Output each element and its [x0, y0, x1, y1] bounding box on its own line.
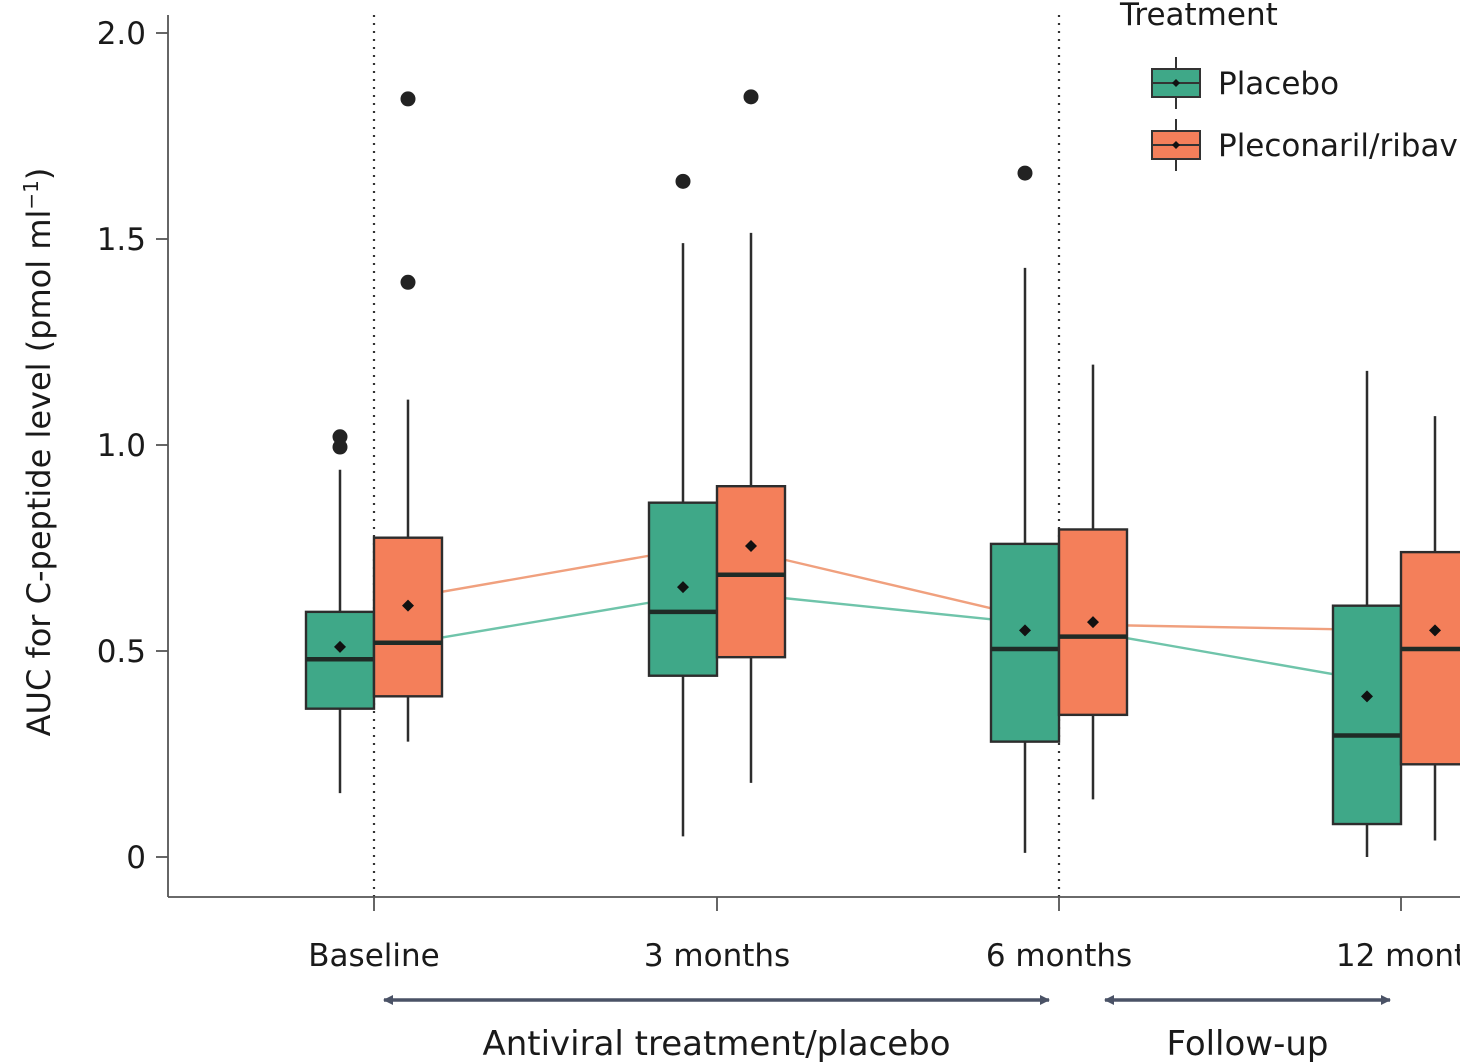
mean-marker-1-3	[1429, 624, 1441, 637]
outlier-point-1-0-0	[400, 274, 416, 290]
means	[334, 539, 1441, 703]
y-axis-title-close: )	[20, 168, 58, 180]
y-axis-title-sup: −1	[19, 180, 43, 209]
box-body	[989, 542, 1061, 743]
outlier-point-0-2-0	[1017, 165, 1033, 181]
box-1-2	[1057, 364, 1129, 800]
mean-marker-1-1	[745, 539, 757, 552]
legend-entry-0: Placebo	[1151, 57, 1339, 109]
outlier-point-0-0-1	[332, 429, 348, 445]
y-tick-label-2: 1.0	[97, 428, 146, 464]
y-axis-label: AUC for C-peptide level (pmol ml−1)	[19, 168, 58, 737]
mean-marker-0-1	[677, 581, 689, 594]
y-tick-label-1: 0.5	[97, 634, 146, 670]
legend-key-mean	[1172, 79, 1180, 87]
mean-marker-1-0	[402, 599, 414, 612]
box-body	[1399, 550, 1460, 766]
box-0-3	[1331, 370, 1403, 857]
box-1-0	[372, 399, 444, 742]
separators	[372, 15, 1061, 897]
outlier-point-1-1-0	[743, 89, 759, 105]
legend-label-0: Placebo	[1218, 66, 1339, 102]
box-body	[372, 536, 444, 698]
period-label-1: Follow-up	[1166, 1024, 1328, 1064]
box-body	[715, 485, 787, 659]
mean-marker-0-0	[334, 640, 346, 653]
period-annotations: Antiviral treatment/placebo Follow-up	[383, 995, 1391, 1064]
y-tick-label-3: 1.5	[97, 222, 146, 258]
period-label-0: Antiviral treatment/placebo	[482, 1024, 950, 1064]
y-axis-title-main: AUC for C-peptide level (pmol ml	[20, 210, 58, 737]
legend-entry-1: Pleconaril/ribav	[1151, 119, 1458, 171]
y-axis-title: AUC for C-peptide level (pmol ml−1)	[19, 168, 58, 737]
box-body	[1331, 604, 1403, 826]
x-tick-label-1: 3 months	[644, 938, 790, 974]
mean-marker-0-2	[1019, 624, 1031, 637]
x-axis: Baseline 3 months 6 months 12 mont	[168, 896, 1460, 974]
trend-line-1	[373, 542, 1402, 632]
box-1-1	[715, 232, 787, 783]
outlier-point-0-1-0	[675, 173, 691, 189]
y-tick-label-0: 0	[126, 840, 146, 876]
box-0-2	[989, 267, 1061, 853]
outlier-point-0-0-0	[332, 439, 348, 455]
outlier-point-1-0-1	[400, 91, 416, 107]
box-1-3	[1399, 416, 1460, 841]
plot-area	[304, 15, 1460, 897]
box-0-1	[647, 243, 719, 837]
legend: Treatment Placebo Pleconaril/ribav	[1119, 0, 1458, 171]
trend-lines	[373, 542, 1402, 688]
x-tick-label-2: 6 months	[986, 938, 1132, 974]
legend-title: Treatment	[1119, 0, 1278, 33]
outliers	[332, 89, 1033, 455]
box-0-0	[304, 469, 376, 794]
mean-marker-0-3	[1361, 690, 1373, 703]
trend-line-0	[373, 590, 1402, 688]
boxes	[304, 232, 1460, 857]
legend-label-1: Pleconaril/ribav	[1218, 128, 1458, 164]
x-tick-label-0: Baseline	[308, 938, 439, 974]
mean-marker-1-2	[1087, 616, 1099, 629]
y-axis: 0 0.5 1.0 1.5 2.0	[97, 15, 169, 897]
y-tick-label-4: 2.0	[97, 16, 146, 52]
legend-key-mean	[1172, 141, 1180, 149]
x-tick-label-3: 12 mont	[1336, 938, 1460, 974]
